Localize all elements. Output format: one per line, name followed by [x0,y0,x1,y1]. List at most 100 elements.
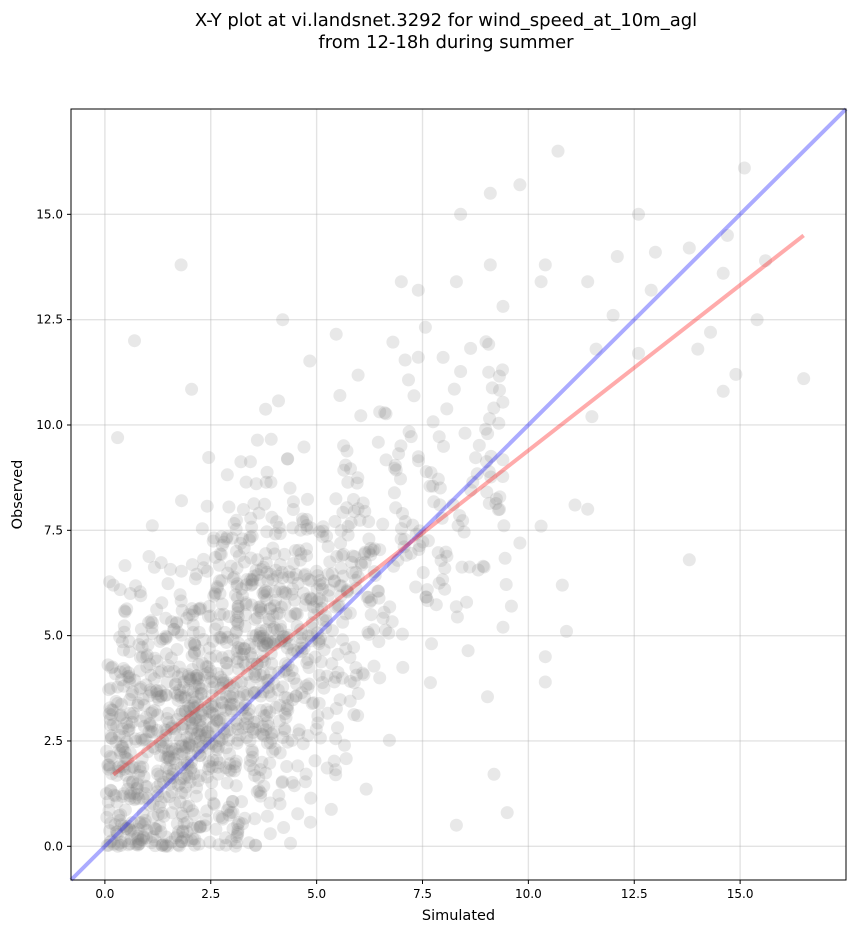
data-point [134,815,148,829]
data-point [280,760,294,773]
data-point [162,744,175,758]
data-point [235,648,249,661]
data-point [213,756,227,770]
data-point [243,759,257,773]
data-point [123,837,137,851]
data-point [258,655,272,669]
data-point [335,671,349,685]
data-point [247,763,261,777]
data-point [118,745,132,759]
data-point [121,752,135,766]
data-point [190,781,204,795]
data-point [123,671,137,685]
data-point [304,634,318,648]
data-point [230,544,243,558]
data-point [254,600,268,614]
data-point [229,779,243,793]
data-point [292,723,306,737]
data-point [538,675,552,689]
data-point [489,497,503,510]
data-point [334,589,348,603]
data-point [180,825,194,839]
data-point [205,776,219,789]
data-point [188,638,202,652]
data-point [268,547,282,561]
data-point [310,582,324,596]
data-point [290,677,304,691]
data-point [245,577,259,591]
data-point [266,573,280,587]
data-point [204,609,218,623]
data-point [353,513,367,527]
data-point [173,795,187,809]
data-point [159,632,172,646]
data-point [212,715,226,728]
data-point [255,755,269,769]
data-point [682,553,696,567]
data-point [453,509,467,523]
data-point [329,327,343,341]
data-point [328,515,342,528]
data-point [126,774,140,788]
data-point [164,721,178,735]
data-point [337,463,351,477]
data-point [171,838,185,852]
data-point [275,776,289,790]
data-point [231,827,245,841]
data-point [480,455,493,469]
data-point [286,693,300,707]
data-point [125,688,139,702]
data-point [351,471,365,485]
data-point [117,619,131,633]
data-point [398,353,412,367]
data-point [168,722,181,736]
data-point [140,650,154,664]
data-point [136,819,150,833]
data-point [273,527,287,541]
data-point [268,638,282,651]
data-point [304,791,318,805]
data-point [115,635,129,649]
data-point [154,769,167,783]
data-point [207,797,221,811]
data-point [128,732,142,746]
axis-ticks: 0.0 2.5 5.0 7.5 10.0 12.5 15.0 0.0 2.5 5.0 7.5 10.0… [36,207,753,901]
data-point [204,664,218,678]
data-point [300,542,313,556]
data-point [147,560,161,574]
data-point [483,412,497,426]
data-point [314,631,327,645]
data-point [123,822,137,836]
data-point [206,760,219,774]
data-point [496,470,510,483]
data-point [285,775,299,789]
data-point [264,475,278,489]
data-point [372,635,386,649]
data-point [101,758,115,772]
data-point [247,667,261,681]
data-point [143,798,157,812]
data-point [351,368,365,382]
data-point [109,695,123,708]
data-point [247,641,261,654]
data-point [276,571,290,585]
data-point [184,763,198,777]
data-point [224,559,238,573]
data-point [206,700,219,714]
data-point [144,706,158,720]
data-point [330,550,344,563]
data-point [182,736,196,750]
data-point [496,363,509,377]
data-point [238,811,252,825]
data-point [249,563,263,577]
data-point [194,706,208,720]
data-point [137,719,151,733]
data-point [207,589,221,603]
data-point [145,685,159,699]
data-point [104,729,118,743]
data-point [496,395,510,409]
data-point [691,342,705,356]
data-point [116,711,130,725]
y-tick-label: 0.0 [44,839,63,853]
data-point [186,699,200,713]
